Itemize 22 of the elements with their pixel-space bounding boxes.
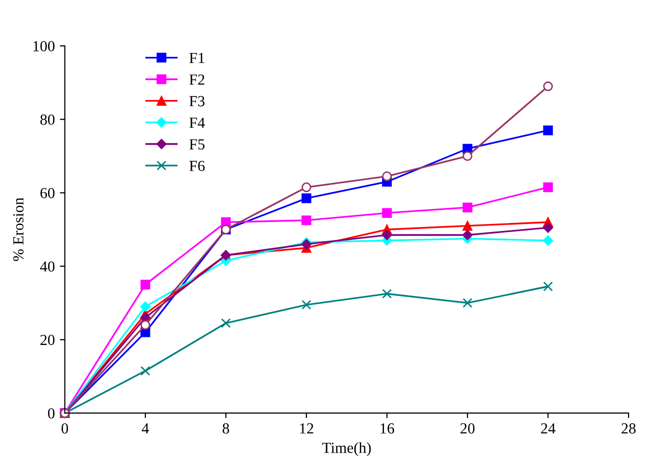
x-tick-label: 16 [380, 423, 394, 434]
legend-label: F4 [189, 118, 205, 128]
y-tick-label: 60 [40, 188, 54, 198]
y-tick-label: 40 [40, 261, 54, 272]
x-tick-label: 24 [541, 423, 556, 434]
y-axis-title: % Erosion [13, 198, 24, 262]
y-tick-label: 100 [34, 41, 54, 52]
legend-label: F2 [189, 74, 204, 85]
y-tick-label: 20 [40, 334, 54, 346]
legend-label: F6 [189, 160, 205, 172]
x-tick-label: 8 [222, 423, 230, 434]
x-tick-label: 28 [622, 423, 636, 434]
x-tick-label: 4 [142, 423, 149, 434]
y-tick-label: 0 [48, 408, 54, 419]
legend-label: F3 [189, 96, 205, 106]
x-tick-label: 0 [62, 423, 68, 434]
legend-label: F5 [189, 139, 205, 150]
legend-label: F1 [189, 52, 204, 63]
x-tick-label: 20 [460, 423, 475, 434]
x-tick-label: 12 [300, 423, 314, 434]
x-axis-title: Time(h) [322, 442, 371, 456]
y-tick-label: 80 [40, 114, 54, 125]
